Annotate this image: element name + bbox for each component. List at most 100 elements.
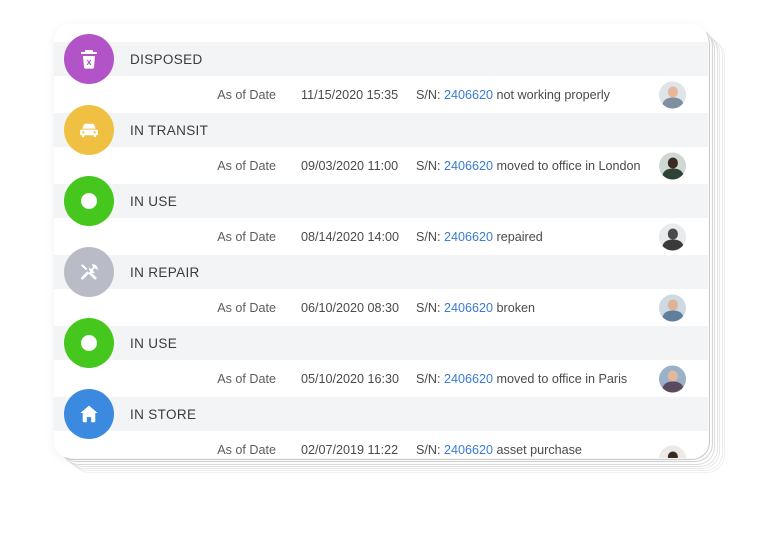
avatar-head <box>667 86 678 98</box>
as-of-date-value: 02/07/2019 11:22 <box>301 442 399 457</box>
event-note-text: broken <box>496 300 536 315</box>
as-of-date-label: As of Date <box>217 300 276 315</box>
status-badge <box>64 247 114 297</box>
avatar[interactable] <box>659 223 686 250</box>
event-note-text: asset purchase <box>496 442 582 457</box>
serial-number-link[interactable]: 2406620 <box>444 371 494 386</box>
status-header-row[interactable]: x DISPOSED <box>54 34 708 84</box>
event-note-text: repaired <box>496 229 543 244</box>
serial-note: S/N: 2406620 moved to office in Paris <box>394 372 708 386</box>
car-icon <box>77 118 101 142</box>
status-header-row[interactable]: IN REPAIR <box>54 247 708 297</box>
as-of-date-label: As of Date <box>217 87 276 102</box>
ring-icon <box>81 193 97 209</box>
status-badge: x <box>64 34 114 84</box>
status-label: IN REPAIR <box>130 264 200 280</box>
event-note-text: not working properly <box>496 87 610 102</box>
serial-number-link[interactable]: 2406620 <box>444 87 494 102</box>
serial-label: S/N: <box>416 371 441 386</box>
serial-label: S/N: <box>416 442 441 457</box>
as-of-date-line: As of Date 05/10/2020 16:30 S/N: 2406620 m… <box>54 369 708 388</box>
serial-label: S/N: <box>416 229 441 244</box>
avatar[interactable] <box>659 445 686 458</box>
avatar[interactable] <box>659 365 686 392</box>
serial-note: S/N: 2406620 asset purchase <box>394 443 708 457</box>
as-of-date-line: As of Date 11/15/2020 15:35 S/N: 2406620 n… <box>54 85 708 104</box>
status-header-row[interactable]: IN STORE <box>54 389 708 439</box>
as-of-date-label: As of Date <box>217 442 276 457</box>
home-icon <box>77 402 101 426</box>
status-header-row[interactable]: IN USE <box>54 318 708 368</box>
as-of-date-label: As of Date <box>217 158 276 173</box>
serial-label: S/N: <box>416 158 441 173</box>
status-event-group: IN STORE As of Date 02/07/2019 11:22 S/N: 2… <box>54 389 708 458</box>
svg-text:x: x <box>86 57 91 67</box>
avatar[interactable] <box>659 294 686 321</box>
status-detail-row: As of Date 09/03/2020 11:00 S/N: 2406620 m… <box>54 147 708 184</box>
avatar-in-use-2[interactable] <box>659 365 686 392</box>
serial-number-link[interactable]: 2406620 <box>444 229 494 244</box>
status-detail-row: As of Date 11/15/2020 15:35 S/N: 2406620 n… <box>54 76 708 113</box>
as-of-date-label: As of Date <box>217 371 276 386</box>
avatar-in-transit[interactable] <box>659 152 686 179</box>
serial-label: S/N: <box>416 87 441 102</box>
status-label: DISPOSED <box>130 51 203 67</box>
status-label: IN STORE <box>130 406 197 422</box>
status-timeline-list: x DISPOSED As of Date 11/15/2020 15:35 S/N: … <box>54 24 708 458</box>
avatar-head <box>667 451 678 458</box>
serial-note: S/N: 2406620 broken <box>394 301 708 315</box>
serial-number-link[interactable]: 2406620 <box>444 300 494 315</box>
avatar-body <box>661 168 684 179</box>
tools-icon <box>77 260 101 284</box>
avatar-disposed[interactable] <box>659 81 686 108</box>
avatar-head <box>667 299 678 311</box>
serial-note: S/N: 2406620 moved to office in London <box>394 159 708 173</box>
status-event-group: IN USE As of Date 05/10/2020 16:30 S/N: 240… <box>54 318 708 397</box>
avatar[interactable] <box>659 81 686 108</box>
avatar-in-repair[interactable] <box>659 294 686 321</box>
as-of-date-label: As of Date <box>217 229 276 244</box>
as-of-date-value: 06/10/2020 08:30 <box>301 300 400 315</box>
serial-note: S/N: 2406620 not working properly <box>394 88 708 102</box>
avatar-head <box>667 157 678 169</box>
as-of-date-value: 09/03/2020 11:00 <box>301 158 399 173</box>
avatar-body <box>661 310 684 321</box>
avatar-head <box>667 228 678 240</box>
status-detail-row: As of Date 02/07/2019 11:22 S/N: 2406620 a… <box>54 431 708 458</box>
as-of-date-value: 08/14/2020 14:00 <box>301 229 400 244</box>
status-badge <box>64 318 114 368</box>
avatar[interactable] <box>659 152 686 179</box>
status-header-row[interactable]: IN TRANSIT <box>54 105 708 155</box>
avatar-body <box>661 381 684 392</box>
status-event-group: x DISPOSED As of Date 11/15/2020 15:35 S/N: … <box>54 34 708 113</box>
as-of-date-line: As of Date 09/03/2020 11:00 S/N: 2406620 m… <box>54 156 708 175</box>
status-event-group: IN REPAIR As of Date 06/10/2020 08:30 S/N: … <box>54 247 708 326</box>
serial-note: S/N: 2406620 repaired <box>394 230 708 244</box>
avatar-in-use-1[interactable] <box>659 223 686 250</box>
ring-icon <box>81 335 97 351</box>
avatar-body <box>661 239 684 250</box>
status-history-card: x DISPOSED As of Date 11/15/2020 15:35 S/N: … <box>54 24 708 458</box>
status-label: IN USE <box>130 193 178 209</box>
as-of-date-line: As of Date 06/10/2020 08:30 S/N: 2406620 b… <box>54 298 708 317</box>
event-note-text: moved to office in London <box>496 158 641 173</box>
serial-label: S/N: <box>416 300 441 315</box>
status-detail-row: As of Date 06/10/2020 08:30 S/N: 2406620 b… <box>54 289 708 326</box>
avatar-in-store[interactable] <box>659 445 686 458</box>
status-event-group: IN TRANSIT As of Date 09/03/2020 11:00 S/N:… <box>54 105 708 184</box>
as-of-date-value: 05/10/2020 16:30 <box>301 371 400 386</box>
status-detail-row: As of Date 08/14/2020 14:00 S/N: 2406620 r… <box>54 218 708 255</box>
status-detail-row: As of Date 05/10/2020 16:30 S/N: 2406620 m… <box>54 360 708 397</box>
status-header-row[interactable]: IN USE <box>54 176 708 226</box>
avatar-body <box>661 97 684 108</box>
status-badge <box>64 389 114 439</box>
serial-number-link[interactable]: 2406620 <box>444 442 494 457</box>
as-of-date-line: As of Date 08/14/2020 14:00 S/N: 2406620 r… <box>54 227 708 246</box>
serial-number-link[interactable]: 2406620 <box>444 158 494 173</box>
status-label: IN USE <box>130 335 178 351</box>
as-of-date-line: As of Date 02/07/2019 11:22 S/N: 2406620 a… <box>54 440 708 458</box>
status-label: IN TRANSIT <box>130 122 209 138</box>
as-of-date-value: 11/15/2020 15:35 <box>301 87 399 102</box>
event-note-text: moved to office in Paris <box>496 371 628 386</box>
